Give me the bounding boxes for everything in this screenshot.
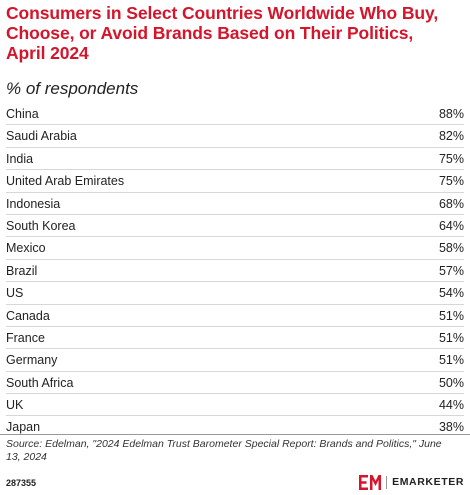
- table-row: India 75%: [6, 148, 464, 171]
- table-row: Mexico 58%: [6, 237, 464, 260]
- row-country: United Arab Emirates: [6, 174, 125, 189]
- row-country: Japan: [6, 420, 41, 435]
- row-country: Mexico: [6, 241, 46, 256]
- row-value: 58%: [438, 241, 464, 256]
- row-country: France: [6, 330, 45, 345]
- row-country: Brazil: [6, 263, 38, 278]
- row-country: US: [6, 286, 24, 301]
- row-value: 57%: [438, 263, 464, 278]
- brand-name: EMARKETER: [392, 476, 464, 488]
- row-country: South Africa: [6, 375, 74, 390]
- em-logo-icon: [359, 474, 382, 490]
- row-value: 68%: [438, 196, 464, 211]
- table-row: Japan 38%: [6, 416, 464, 438]
- table-row: France 51%: [6, 327, 464, 350]
- row-country: China: [6, 107, 39, 121]
- table-row: US 54%: [6, 282, 464, 305]
- table-row: UK 44%: [6, 394, 464, 417]
- row-country: Indonesia: [6, 196, 61, 211]
- row-country: Saudi Arabia: [6, 129, 77, 144]
- table-row: China 88%: [6, 103, 464, 126]
- row-country: UK: [6, 398, 24, 413]
- row-value: 44%: [438, 398, 464, 413]
- table-row: Indonesia 68%: [6, 193, 464, 215]
- chart-subtitle: % of respondents: [6, 79, 139, 98]
- table-row: United Arab Emirates 75%: [6, 170, 464, 193]
- row-value: 75%: [438, 151, 464, 166]
- brand-logo: EMARKETER: [359, 474, 464, 490]
- table-row: South Korea 64%: [6, 215, 464, 238]
- row-country: India: [6, 151, 34, 166]
- row-value: 88%: [438, 107, 464, 121]
- row-value: 38%: [438, 420, 464, 435]
- row-country: South Korea: [6, 218, 76, 233]
- data-table: China 88% Saudi Arabia 82% India 75% United Ar…: [6, 103, 464, 439]
- table-row: South Africa 50%: [6, 372, 464, 395]
- row-value: 54%: [438, 286, 464, 301]
- chart-title: Consumers in Select Countries Worldwide …: [6, 3, 439, 63]
- table-row: Brazil 57%: [6, 260, 464, 283]
- row-value: 51%: [438, 330, 464, 345]
- row-value: 51%: [438, 353, 464, 368]
- table-row: Germany 51%: [6, 349, 464, 372]
- row-value: 51%: [438, 308, 464, 323]
- row-value: 82%: [438, 129, 464, 144]
- row-country: Germany: [6, 353, 58, 368]
- table-row: Saudi Arabia 82%: [6, 125, 464, 148]
- brand-separator: [386, 475, 388, 489]
- source-note: Source: Edelman, "2024 Edelman Trust Bar…: [6, 438, 442, 463]
- row-value: 64%: [438, 218, 464, 233]
- table-row: Canada 51%: [6, 305, 464, 327]
- footer-divider: [0, 434, 470, 435]
- row-value: 50%: [438, 375, 464, 390]
- chart-id: 287355: [6, 478, 37, 488]
- row-value: 75%: [438, 174, 464, 189]
- row-country: Canada: [6, 308, 50, 323]
